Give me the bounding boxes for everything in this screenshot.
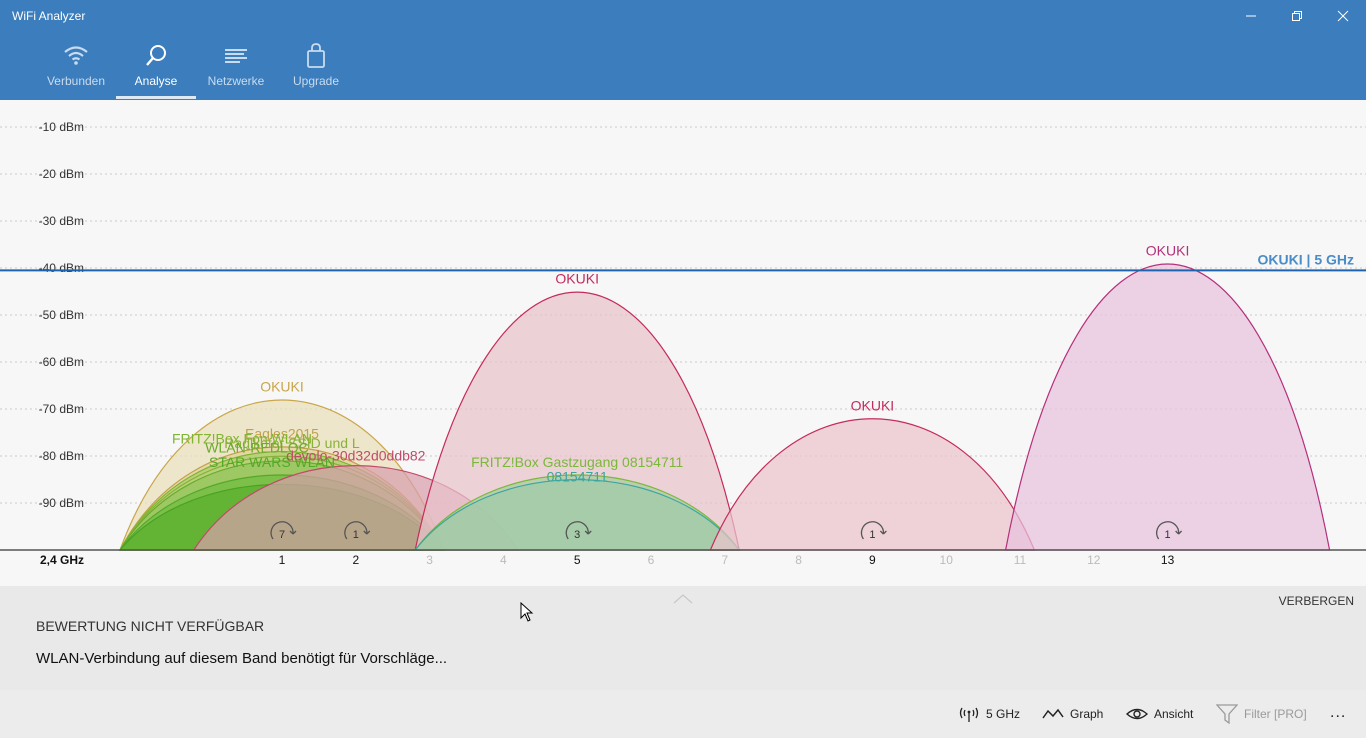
tab-label: Analyse [134, 74, 178, 88]
minimize-button[interactable] [1228, 0, 1274, 32]
network-label: 08154711 [547, 469, 608, 485]
y-tick-label: -30 dBm [39, 214, 84, 228]
suggestion-message: WLAN-Verbindung auf diesem Band benötigt… [36, 650, 448, 667]
chevron-up-icon[interactable] [673, 594, 693, 604]
y-tick-label: -40 dBm [39, 261, 84, 275]
eye-icon [1126, 708, 1148, 720]
tab-upgrade[interactable]: Upgrade [276, 40, 356, 100]
network-curve [709, 418, 1036, 551]
network-label: Radlkofer SSID und L [224, 435, 360, 451]
channel-chart-svg: -10 dBm -20 dBm -30 dBm -40 dBm -50 dBm -60 d… [0, 120, 1366, 567]
restore-button[interactable] [1274, 0, 1320, 32]
band-axis-label: 2,4 GHz [40, 553, 84, 567]
y-tick-label: -70 dBm [39, 402, 84, 416]
channel-count-ring [860, 521, 885, 540]
channel-count-arrow [1175, 530, 1183, 535]
x-tick-label: 13 [1161, 553, 1175, 567]
tab-analyse[interactable]: Analyse [116, 40, 196, 100]
network-label: OKUKI [1146, 242, 1190, 258]
x-tick-label: 9 [869, 553, 876, 567]
x-tick-label: 7 [721, 553, 728, 567]
y-tick-label: -50 dBm [39, 308, 84, 322]
channel-count-label: 1 [1165, 529, 1171, 541]
magnifier-icon [116, 42, 196, 70]
x-tick-label: 6 [648, 553, 655, 567]
close-icon [1337, 10, 1349, 22]
network-label: FRITZ!Box Fon WLAN [172, 430, 312, 446]
channel-count-label: 1 [869, 529, 875, 541]
tab-label: Netzwerke [207, 74, 265, 88]
graph-label: Graph [1070, 707, 1104, 721]
band-button[interactable]: 5 GHz [958, 704, 1020, 724]
network-label: OKUKI [851, 397, 895, 413]
y-tick-label: -10 dBm [39, 120, 84, 134]
hide-button[interactable]: VERBERGEN [1278, 594, 1354, 608]
active-tab-indicator [116, 96, 196, 99]
x-tick-label: 10 [940, 553, 954, 567]
channel-count-arrow [879, 530, 887, 535]
channel-count-label: 7 [279, 529, 285, 541]
y-tick-label: -20 dBm [39, 167, 84, 181]
channel-count-label: 1 [353, 529, 359, 541]
network-label: Eagles2015 [245, 426, 319, 442]
suggestion-panel: VERBERGEN BEWERTUNG NICHT VERFÜGBAR WLAN… [0, 586, 1366, 690]
command-bar: 5 GHz Graph Ansicht Filter [PRO] ... [0, 690, 1366, 738]
network-curve [1004, 263, 1331, 551]
x-tick-label: 5 [574, 553, 581, 567]
x-tick-label: 2 [352, 553, 359, 567]
x-tick-label: 3 [426, 553, 433, 567]
y-tick-label: -80 dBm [39, 449, 84, 463]
channel-count-arrow [584, 530, 592, 535]
x-tick-label: 12 [1087, 553, 1101, 567]
x-tick-label: 4 [500, 553, 507, 567]
channel-count-arrow [363, 530, 371, 535]
network-label: STAR WARS WLAN [209, 454, 335, 470]
network-label: devolo-30d32d0ddb82 [286, 447, 426, 463]
channel-count-ring [1156, 521, 1180, 540]
tab-verbunden[interactable]: Verbunden [36, 40, 116, 100]
list-lines-icon [196, 42, 276, 70]
filter-button[interactable]: Filter [PRO] [1216, 704, 1307, 724]
channel-count-ring [270, 521, 294, 540]
minimize-icon [1246, 15, 1256, 17]
channel-count-ring [344, 521, 368, 540]
tab-label: Upgrade [292, 74, 340, 88]
channel-count-ring [565, 521, 589, 540]
graph-icon [1042, 708, 1064, 719]
app-title: WiFi Analyzer [12, 9, 86, 23]
network-label: WLAN-REDLOC [205, 440, 308, 456]
network-label: FRITZ!Box Gastzugang 08154711 [471, 454, 683, 470]
network-curve [414, 291, 740, 551]
network-label: OKUKI [260, 379, 304, 395]
x-tick-label: 8 [795, 553, 802, 567]
filter-icon [1216, 704, 1238, 724]
y-tick-label: -60 dBm [39, 355, 84, 369]
channel-count-label: 3 [574, 529, 580, 541]
x-tick-label: 1 [279, 553, 286, 567]
rating-title: BEWERTUNG NICHT VERFÜGBAR [36, 618, 265, 634]
channel-graph[interactable]: -10 dBm -20 dBm -30 dBm -40 dBm -50 dBm -60 d… [0, 100, 1366, 586]
close-button[interactable] [1320, 0, 1366, 32]
graph-button[interactable]: Graph [1042, 704, 1103, 724]
view-label: Ansicht [1154, 707, 1194, 721]
restore-icon [1292, 11, 1302, 21]
x-tick-label: 11 [1014, 553, 1027, 567]
more-button[interactable]: ... [1330, 704, 1347, 721]
view-button[interactable]: Ansicht [1126, 704, 1193, 724]
tab-label: Verbunden [46, 74, 106, 88]
channel-count-arrow [289, 530, 297, 535]
y-tick-label: -90 dBm [39, 496, 84, 510]
wifi-icon [36, 42, 116, 70]
filter-label: Filter [PRO] [1244, 707, 1307, 721]
antenna-icon [959, 707, 979, 722]
network-label: OKUKI [555, 271, 599, 287]
band-label: 5 GHz [986, 707, 1021, 721]
tab-netzwerke[interactable]: Netzwerke [196, 40, 276, 100]
title-bar: WiFi Analyzer Verbunden Analyse Netzwerk… [0, 0, 1366, 100]
network-curve [413, 479, 741, 551]
reference-line-label: OKUKI | 5 GHz [1258, 251, 1354, 267]
shopping-bag-icon [276, 42, 356, 70]
mouse-cursor-icon [520, 602, 534, 622]
